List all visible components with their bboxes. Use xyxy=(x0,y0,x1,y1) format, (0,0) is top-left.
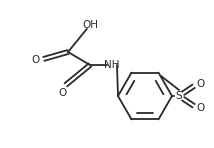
Text: S: S xyxy=(176,91,182,101)
Text: O: O xyxy=(59,88,67,98)
Text: O: O xyxy=(32,55,40,65)
Text: O: O xyxy=(197,79,205,89)
Text: OH: OH xyxy=(82,20,98,30)
Text: O: O xyxy=(197,103,205,113)
Text: NH: NH xyxy=(104,60,120,70)
